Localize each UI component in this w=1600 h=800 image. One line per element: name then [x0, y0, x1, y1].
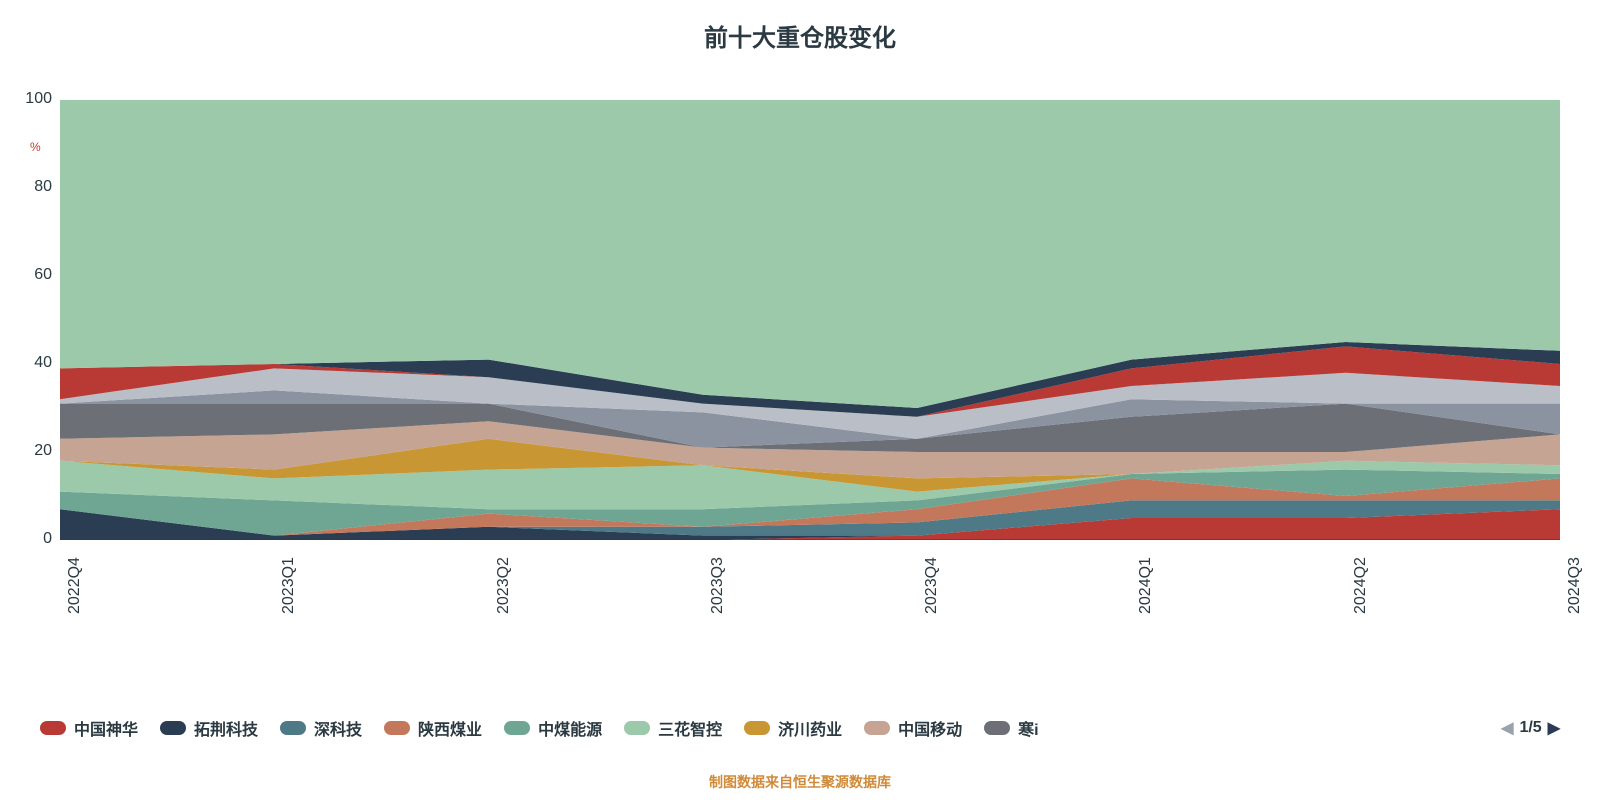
x-tick-label: 2023Q2	[495, 557, 513, 614]
x-tick-label: 2024Q2	[1352, 557, 1370, 614]
y-tick-label: 80	[12, 178, 52, 196]
legend-swatch	[984, 721, 1010, 735]
legend-item[interactable]: 中国神华	[40, 716, 138, 740]
chart-container: 前十大重仓股变化 % 0 20 40 60 80 100 2022Q4 2023Q1 2023…	[0, 0, 1600, 800]
legend-swatch	[744, 721, 770, 735]
legend-swatch	[280, 721, 306, 735]
legend-swatch	[40, 721, 66, 735]
x-tick-label: 2023Q1	[280, 557, 298, 614]
y-tick-label: 100	[12, 90, 52, 108]
legend-item[interactable]: 拓荆科技	[160, 716, 258, 740]
legend-item[interactable]: 三花智控	[624, 716, 722, 740]
x-tick-label: 2024Q1	[1137, 557, 1155, 614]
footer-note: 制图数据来自恒生聚源数据库	[0, 772, 1600, 792]
x-tick-label: 2022Q4	[66, 557, 84, 614]
legend-label: 寒i	[1018, 716, 1038, 740]
legend-swatch	[384, 721, 410, 735]
legend: 中国神华 拓荆科技 深科技 陕西煤业 中煤能源 三花智控 济川药业 中国移动 寒i ◀ 1/5 ▶	[40, 716, 1560, 740]
legend-label: 济川药业	[778, 716, 842, 740]
y-tick-label: 0	[12, 530, 52, 548]
x-tick-label: 2024Q3	[1566, 557, 1584, 614]
y-tick-label: 40	[12, 354, 52, 372]
legend-label: 中国神华	[74, 716, 138, 740]
pager-text: 1/5	[1519, 719, 1541, 737]
legend-pager: ◀ 1/5 ▶	[1501, 718, 1560, 738]
legend-label: 中国移动	[898, 716, 962, 740]
legend-label: 三花智控	[658, 716, 722, 740]
y-tick-label: 20	[12, 442, 52, 460]
legend-label: 深科技	[314, 716, 362, 740]
legend-item[interactable]: 中国移动	[864, 716, 962, 740]
legend-label: 拓荆科技	[194, 716, 258, 740]
area-chart-svg	[60, 100, 1560, 540]
legend-swatch	[160, 721, 186, 735]
legend-item[interactable]: 寒i	[984, 716, 1038, 740]
chart-title: 前十大重仓股变化	[0, 0, 1600, 53]
y-axis-unit: %	[30, 140, 41, 154]
legend-item[interactable]: 深科技	[280, 716, 362, 740]
legend-swatch	[504, 721, 530, 735]
legend-label: 中煤能源	[538, 716, 602, 740]
legend-item[interactable]: 济川药业	[744, 716, 842, 740]
x-tick-label: 2023Q4	[923, 557, 941, 614]
y-tick-label: 60	[12, 266, 52, 284]
x-tick-label: 2023Q3	[709, 557, 727, 614]
legend-item[interactable]: 陕西煤业	[384, 716, 482, 740]
pager-prev-icon[interactable]: ◀	[1501, 718, 1513, 738]
legend-swatch	[864, 721, 890, 735]
legend-swatch	[624, 721, 650, 735]
legend-item[interactable]: 中煤能源	[504, 716, 602, 740]
plot-area	[60, 100, 1560, 540]
pager-next-icon[interactable]: ▶	[1548, 718, 1560, 738]
legend-label: 陕西煤业	[418, 716, 482, 740]
